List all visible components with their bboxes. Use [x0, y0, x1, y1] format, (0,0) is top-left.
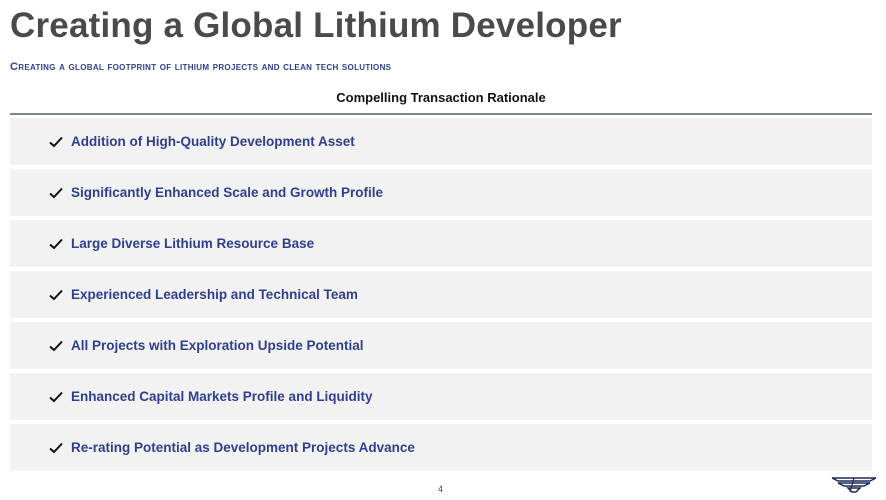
rationale-item-7: Re-rating Potential as Development Proje… [10, 424, 872, 471]
page-number: 4 [438, 484, 444, 494]
rationale-item-5: All Projects with Exploration Upside Pot… [10, 322, 872, 369]
rationale-item-2: Significantly Enhanced Scale and Growth … [10, 169, 872, 216]
rationale-item-label: Enhanced Capital Markets Profile and Liq… [71, 389, 373, 404]
section-header: Compelling Transaction Rationale [336, 90, 546, 105]
rationale-item-label: Large Diverse Lithium Resource Base [71, 236, 315, 251]
rationale-item-label: Significantly Enhanced Scale and Growth … [71, 185, 384, 200]
rationale-item-label: Re-rating Potential as Development Proje… [71, 440, 415, 455]
checkmark-icon [49, 187, 63, 198]
rationale-item-label: All Projects with Exploration Upside Pot… [71, 338, 364, 353]
rationale-item-4: Experienced Leadership and Technical Tea… [10, 271, 872, 318]
checkmark-icon [49, 238, 63, 249]
rationale-item-6: Enhanced Capital Markets Profile and Liq… [10, 373, 872, 420]
header-divider [10, 113, 872, 115]
wing-logo-icon [831, 477, 877, 493]
slide-title: Creating a Global Lithium Developer [10, 6, 622, 45]
rationale-item-label: Experienced Leadership and Technical Tea… [71, 287, 358, 302]
rationale-item-3: Large Diverse Lithium Resource Base [10, 220, 872, 267]
rationale-list: Addition of High-Quality Development Ass… [10, 118, 872, 475]
rationale-item-label: Addition of High-Quality Development Ass… [71, 134, 355, 149]
checkmark-icon [49, 340, 63, 351]
slide-subtitle: Creating a global footprint of lithium p… [10, 61, 392, 73]
checkmark-icon [49, 136, 63, 147]
rationale-item-1: Addition of High-Quality Development Ass… [10, 118, 872, 165]
checkmark-icon [49, 442, 63, 453]
checkmark-icon [49, 391, 63, 402]
checkmark-icon [49, 289, 63, 300]
